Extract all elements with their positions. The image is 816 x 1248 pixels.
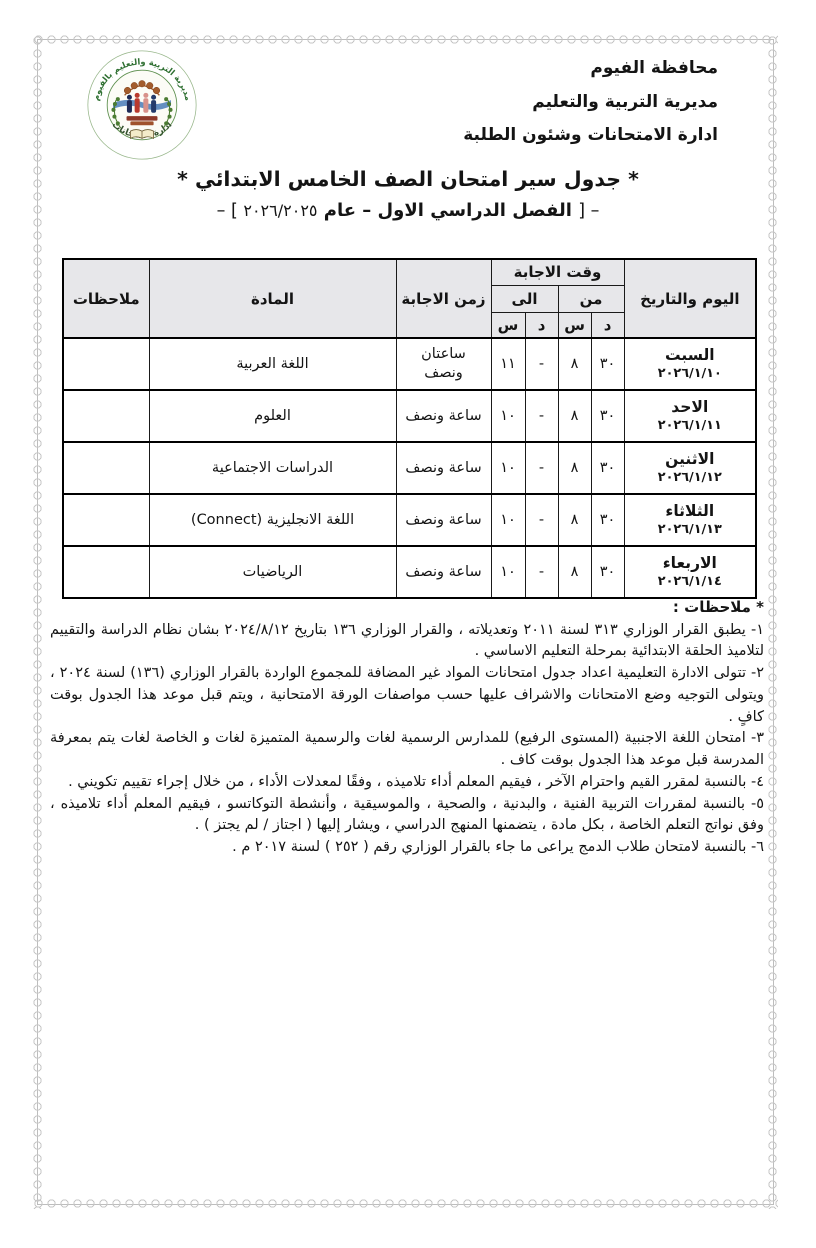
note-item-5: ٥- بالنسبة لمقررات التربية الفنية ، والب…	[50, 795, 764, 834]
header-to-hours: س	[490, 311, 526, 339]
seal-base-2	[130, 121, 154, 126]
cell-notes	[62, 545, 150, 599]
header-from-minutes: د	[590, 311, 625, 339]
table-row-tuesday: الثلاثاء ٢٠٢٦/١/١٣ ٣٠ ٨ - ١٠ ساعة ونصف ا…	[62, 493, 757, 547]
cell-to-minutes: -	[524, 493, 559, 547]
header-to-minutes: د	[524, 311, 559, 339]
cell-to-minutes: -	[524, 545, 559, 599]
table-row-monday: الاثنين ٢٠٢٦/١/١٢ ٣٠ ٨ - ١٠ ساعة ونصف ال…	[62, 441, 757, 495]
cell-day-date: السبت ٢٠٢٦/١/١٠	[623, 337, 757, 391]
cell-to-hours: ١١	[490, 337, 526, 391]
exam-schedule-table: اليوم والتاريخ وقت الاجابة زمن الاجابة ا…	[62, 258, 758, 599]
note-item-4: ٤- بالنسبة لمقرر القيم واحترام الآخر ، ف…	[68, 773, 764, 790]
cell-from-minutes: ٣٠	[590, 441, 625, 495]
subtitle-suffix: ] –	[216, 201, 244, 221]
seal-domes	[123, 80, 161, 95]
cell-from-minutes: ٣٠	[590, 389, 625, 443]
table-row-wednesday: الاربعاء ٢٠٢٦/١/١٤ ٣٠ ٨ - ١٠ ساعة ونصف ا…	[62, 545, 757, 599]
cell-from-minutes: ٣٠	[590, 493, 625, 547]
cell-to-minutes: -	[524, 389, 559, 443]
cell-subject: الدراسات الاجتماعية	[148, 441, 397, 495]
page-subtitle: – [ الفصل الدراسي الاول – عام ٢٠٢٦/٢٠٢٥ …	[60, 200, 756, 221]
org-line-administration: ادارة الامتحانات وشئون الطلبة	[463, 125, 718, 145]
cell-notes	[62, 389, 150, 443]
organisation-header: محافظة الفيوم مديرية التربية والتعليم اد…	[463, 52, 718, 153]
seal-figures	[126, 92, 157, 113]
note-item-3: ٣- امتحان اللغة الاجنبية (المستوى الرفيع…	[50, 730, 764, 768]
seal-book	[130, 129, 154, 140]
cell-subject: الرياضيات	[148, 545, 397, 599]
seal-outer-ring	[87, 50, 197, 160]
note-item-2: ٢- تتولى الادارة التعليمية اعداد جدول ام…	[50, 665, 764, 725]
cell-duration: ساعة ونصف	[395, 441, 492, 495]
cell-from-hours: ٨	[557, 389, 592, 443]
cell-from-hours: ٨	[557, 545, 592, 599]
cell-notes	[62, 337, 150, 391]
cell-from-hours: ٨	[557, 337, 592, 391]
header-subject: المادة	[148, 258, 397, 339]
cell-duration: ساعة ونصف	[395, 545, 492, 599]
notes-section: * ملاحظات : ١- يطبق القرار الوزاري ٣١٣ ل…	[50, 596, 764, 859]
header-from-hours: س	[557, 311, 592, 339]
cell-duration: ساعة ونصف	[395, 493, 492, 547]
cell-notes	[62, 493, 150, 547]
directorate-seal-logo: مديرية التربية والتعليم بالفيوم ادارة ال…	[87, 50, 197, 160]
header-day-date: اليوم والتاريخ	[623, 258, 757, 339]
table-row-sunday: الاحد ٢٠٢٦/١/١١ ٣٠ ٨ - ١٠ ساعة ونصف العل…	[62, 389, 757, 443]
notes-heading: * ملاحظات :	[672, 598, 764, 616]
cell-subject: اللغة الانجليزية (Connect)	[148, 493, 397, 547]
note-item-6: ٦- بالنسبة لامتحان طلاب الدمج يراعى ما ج…	[232, 839, 764, 855]
cell-to-hours: ١٠	[490, 441, 526, 495]
subtitle-year: ٢٠٢٦/٢٠٢٥	[243, 201, 318, 220]
cell-subject: العلوم	[148, 389, 397, 443]
subtitle-prefix: – [	[578, 201, 600, 221]
header-notes: ملاحظات	[62, 258, 150, 339]
header-answer-time: وقت الاجابة	[490, 258, 625, 286]
cell-from-hours: ٨	[557, 493, 592, 547]
cell-to-minutes: -	[524, 337, 559, 391]
cell-duration: ساعة ونصف	[395, 389, 492, 443]
header-to: الى	[490, 284, 559, 313]
header-duration: زمن الاجابة	[395, 258, 492, 339]
cell-day-date: الاثنين ٢٠٢٦/١/١٢	[623, 441, 757, 495]
cell-from-hours: ٨	[557, 441, 592, 495]
header-from: من	[557, 284, 625, 313]
cell-subject: اللغة العربية	[148, 337, 397, 391]
org-line-governorate: محافظة الفيوم	[590, 58, 718, 78]
cell-to-minutes: -	[524, 441, 559, 495]
table-row-saturday: السبت ٢٠٢٦/١/١٠ ٣٠ ٨ - ١١ ساعتان ونصف ال…	[62, 337, 757, 391]
org-line-directorate: مديرية التربية والتعليم	[532, 91, 718, 112]
note-item-1: ١- يطبق القرار الوزاري ٣١٣ لسنة ٢٠١١ وتع…	[50, 621, 764, 660]
cell-from-minutes: ٣٠	[590, 337, 625, 391]
cell-from-minutes: ٣٠	[590, 545, 625, 599]
cell-to-hours: ١٠	[490, 389, 526, 443]
cell-notes	[62, 441, 150, 495]
subtitle-semester: الفصل الدراسي الاول – عام	[317, 200, 579, 221]
cell-duration: ساعتان ونصف	[395, 337, 492, 391]
cell-to-hours: ١٠	[490, 493, 526, 547]
cell-day-date: الثلاثاء ٢٠٢٦/١/١٣	[623, 493, 757, 547]
page-title: * جدول سير امتحان الصف الخامس الابتدائي …	[177, 167, 639, 191]
seal-laurel	[111, 97, 173, 129]
cell-to-hours: ١٠	[490, 545, 526, 599]
seal-base	[126, 116, 158, 121]
cell-day-date: الاحد ٢٠٢٦/١/١١	[623, 389, 757, 443]
cell-day-date: الاربعاء ٢٠٢٦/١/١٤	[623, 545, 757, 599]
